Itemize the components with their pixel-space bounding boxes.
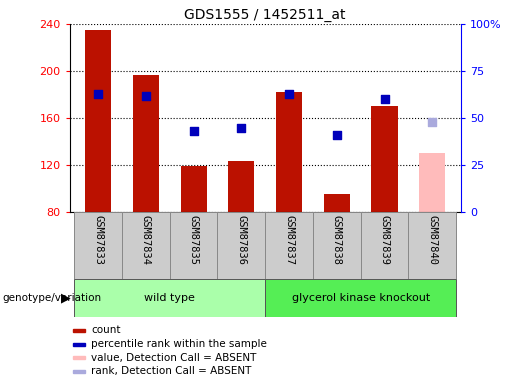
Bar [228, 162, 254, 212]
Text: wild type: wild type [144, 293, 195, 303]
Text: GSM87834: GSM87834 [141, 215, 151, 265]
Point [237, 124, 246, 130]
Text: GSM87838: GSM87838 [332, 215, 342, 265]
Text: genotype/variation: genotype/variation [3, 293, 101, 303]
Bar [324, 194, 350, 212]
Title: GDS1555 / 1452511_at: GDS1555 / 1452511_at [184, 8, 346, 22]
Text: glycerol kinase knockout: glycerol kinase knockout [291, 293, 430, 303]
Point [381, 96, 389, 102]
Bar [360, 212, 408, 279]
Text: GSM87840: GSM87840 [427, 215, 437, 265]
Text: GSM87836: GSM87836 [236, 215, 246, 265]
Text: ▶: ▶ [61, 292, 71, 304]
Bar [74, 212, 122, 279]
Bar [276, 92, 302, 212]
Point [333, 132, 341, 138]
Text: GSM87839: GSM87839 [380, 215, 389, 265]
Bar [217, 212, 265, 279]
Text: rank, Detection Call = ABSENT: rank, Detection Call = ABSENT [91, 366, 251, 375]
Bar [122, 212, 170, 279]
Bar [408, 212, 456, 279]
Bar [265, 279, 456, 317]
Point [142, 93, 150, 99]
Bar [419, 153, 445, 212]
Bar [170, 212, 217, 279]
Bar [74, 370, 85, 373]
Text: GSM87835: GSM87835 [188, 215, 199, 265]
Bar [371, 106, 398, 212]
Bar [180, 166, 207, 212]
Point [428, 119, 436, 125]
Point [190, 128, 198, 134]
Bar [74, 342, 85, 345]
Text: count: count [91, 326, 121, 335]
Bar [265, 212, 313, 279]
Text: GSM87833: GSM87833 [93, 215, 103, 265]
Text: GSM87837: GSM87837 [284, 215, 294, 265]
Bar [74, 329, 85, 332]
Bar [133, 75, 159, 212]
Bar [74, 279, 265, 317]
Point [94, 91, 102, 97]
Bar [85, 30, 111, 212]
Text: percentile rank within the sample: percentile rank within the sample [91, 339, 267, 349]
Text: value, Detection Call = ABSENT: value, Detection Call = ABSENT [91, 352, 256, 363]
Bar [74, 356, 85, 359]
Point [285, 91, 293, 97]
Bar [313, 212, 360, 279]
